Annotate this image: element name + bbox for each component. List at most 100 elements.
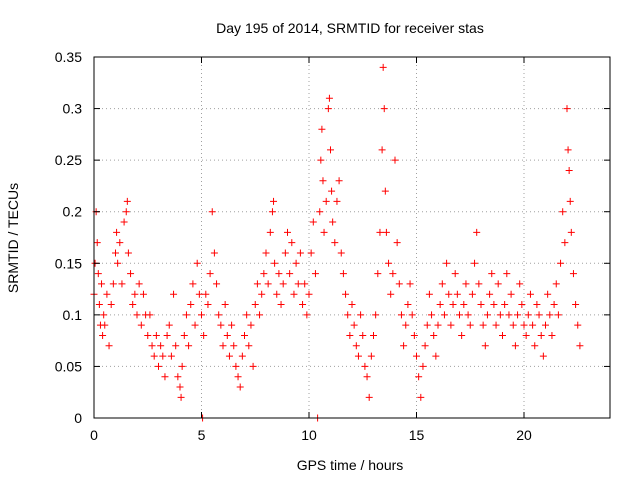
data-point: [309, 218, 317, 226]
data-point: [438, 280, 446, 288]
data-point: [542, 321, 549, 329]
data-point: [148, 342, 156, 350]
data-point: [367, 352, 375, 360]
data-point: [464, 311, 472, 319]
data-point: [316, 208, 324, 216]
data-point: [299, 301, 307, 309]
data-point: [503, 270, 511, 278]
data-point: [486, 290, 494, 298]
data-point: [103, 290, 111, 298]
data-point: [210, 249, 218, 257]
data-point: [408, 311, 416, 319]
data-point: [139, 290, 147, 298]
data-point: [311, 270, 319, 278]
data-point: [531, 342, 539, 350]
data-point: [230, 342, 238, 350]
data-point: [443, 259, 451, 267]
data-point: [376, 228, 384, 236]
data-point: [178, 362, 186, 370]
data-point: [389, 270, 397, 278]
data-point: [335, 177, 343, 185]
data-point: [286, 270, 294, 278]
data-point: [174, 373, 182, 381]
data-point: [301, 280, 309, 288]
data-point: [410, 331, 418, 339]
data-point: [507, 290, 515, 298]
data-point: [279, 280, 287, 288]
data-point: [247, 321, 255, 329]
x-tick-labels: 0 5 10 15 20: [90, 427, 532, 443]
data-point: [135, 280, 143, 288]
data-point: [400, 342, 408, 350]
data-point: [163, 331, 171, 339]
data-point: [397, 311, 405, 319]
data-point: [238, 352, 246, 360]
data-point: [576, 342, 584, 350]
chart-title: Day 195 of 2014, SRMTID for receiver sta…: [216, 20, 484, 36]
x-tick-label: 10: [301, 427, 317, 443]
data-point: [324, 105, 332, 113]
data-point: [372, 311, 380, 319]
data-point: [124, 249, 132, 257]
data-point: [447, 321, 455, 329]
data-point: [161, 373, 169, 381]
data-point: [440, 311, 448, 319]
data-point: [524, 311, 532, 319]
data-point: [483, 311, 491, 319]
data-point: [365, 393, 373, 401]
data-point: [262, 249, 270, 257]
data-point: [477, 301, 485, 309]
data-point: [189, 280, 197, 288]
y-tick-label: 0.05: [55, 358, 82, 374]
data-point: [561, 239, 569, 247]
data-point: [118, 280, 126, 288]
data-point: [475, 280, 483, 288]
y-axis-label: SRMTID / TECUs: [5, 183, 21, 293]
data-point: [275, 270, 283, 278]
data-point: [492, 321, 500, 329]
data-point: [488, 270, 496, 278]
data-point: [204, 301, 212, 309]
data-point: [550, 301, 558, 309]
plot-frame: [93, 56, 611, 419]
data-point: [206, 270, 214, 278]
data-point: [381, 187, 389, 195]
data-point: [146, 311, 154, 319]
data-point: [202, 290, 210, 298]
axis-ticks: [93, 56, 610, 419]
data-point: [449, 301, 457, 309]
data-point: [228, 321, 236, 329]
data-point: [165, 321, 173, 329]
data-point: [221, 301, 229, 309]
data-point: [195, 290, 203, 298]
data-point: [415, 373, 423, 381]
data-point: [243, 311, 251, 319]
data-point: [391, 156, 399, 164]
data-point: [363, 373, 371, 381]
data-point: [193, 259, 201, 267]
data-point: [544, 290, 552, 298]
data-point: [256, 311, 264, 319]
data-point: [281, 249, 289, 257]
data-point: [572, 301, 580, 309]
data-point: [107, 301, 115, 309]
data-point: [253, 280, 261, 288]
data-point: [421, 342, 429, 350]
data-point: [413, 352, 420, 360]
data-point: [520, 321, 528, 329]
data-point: [518, 301, 526, 309]
data-point: [114, 259, 122, 267]
y-tick-label: 0.25: [55, 152, 82, 168]
data-point: [481, 342, 489, 350]
data-point: [198, 311, 205, 319]
data-point: [552, 280, 560, 288]
data-point: [428, 311, 436, 319]
data-point: [215, 311, 223, 319]
data-point: [182, 311, 190, 319]
data-point: [359, 331, 367, 339]
data-point: [277, 301, 285, 309]
data-point: [112, 249, 119, 257]
data-point: [505, 311, 513, 319]
data-point: [123, 197, 131, 205]
data-point: [430, 331, 438, 339]
